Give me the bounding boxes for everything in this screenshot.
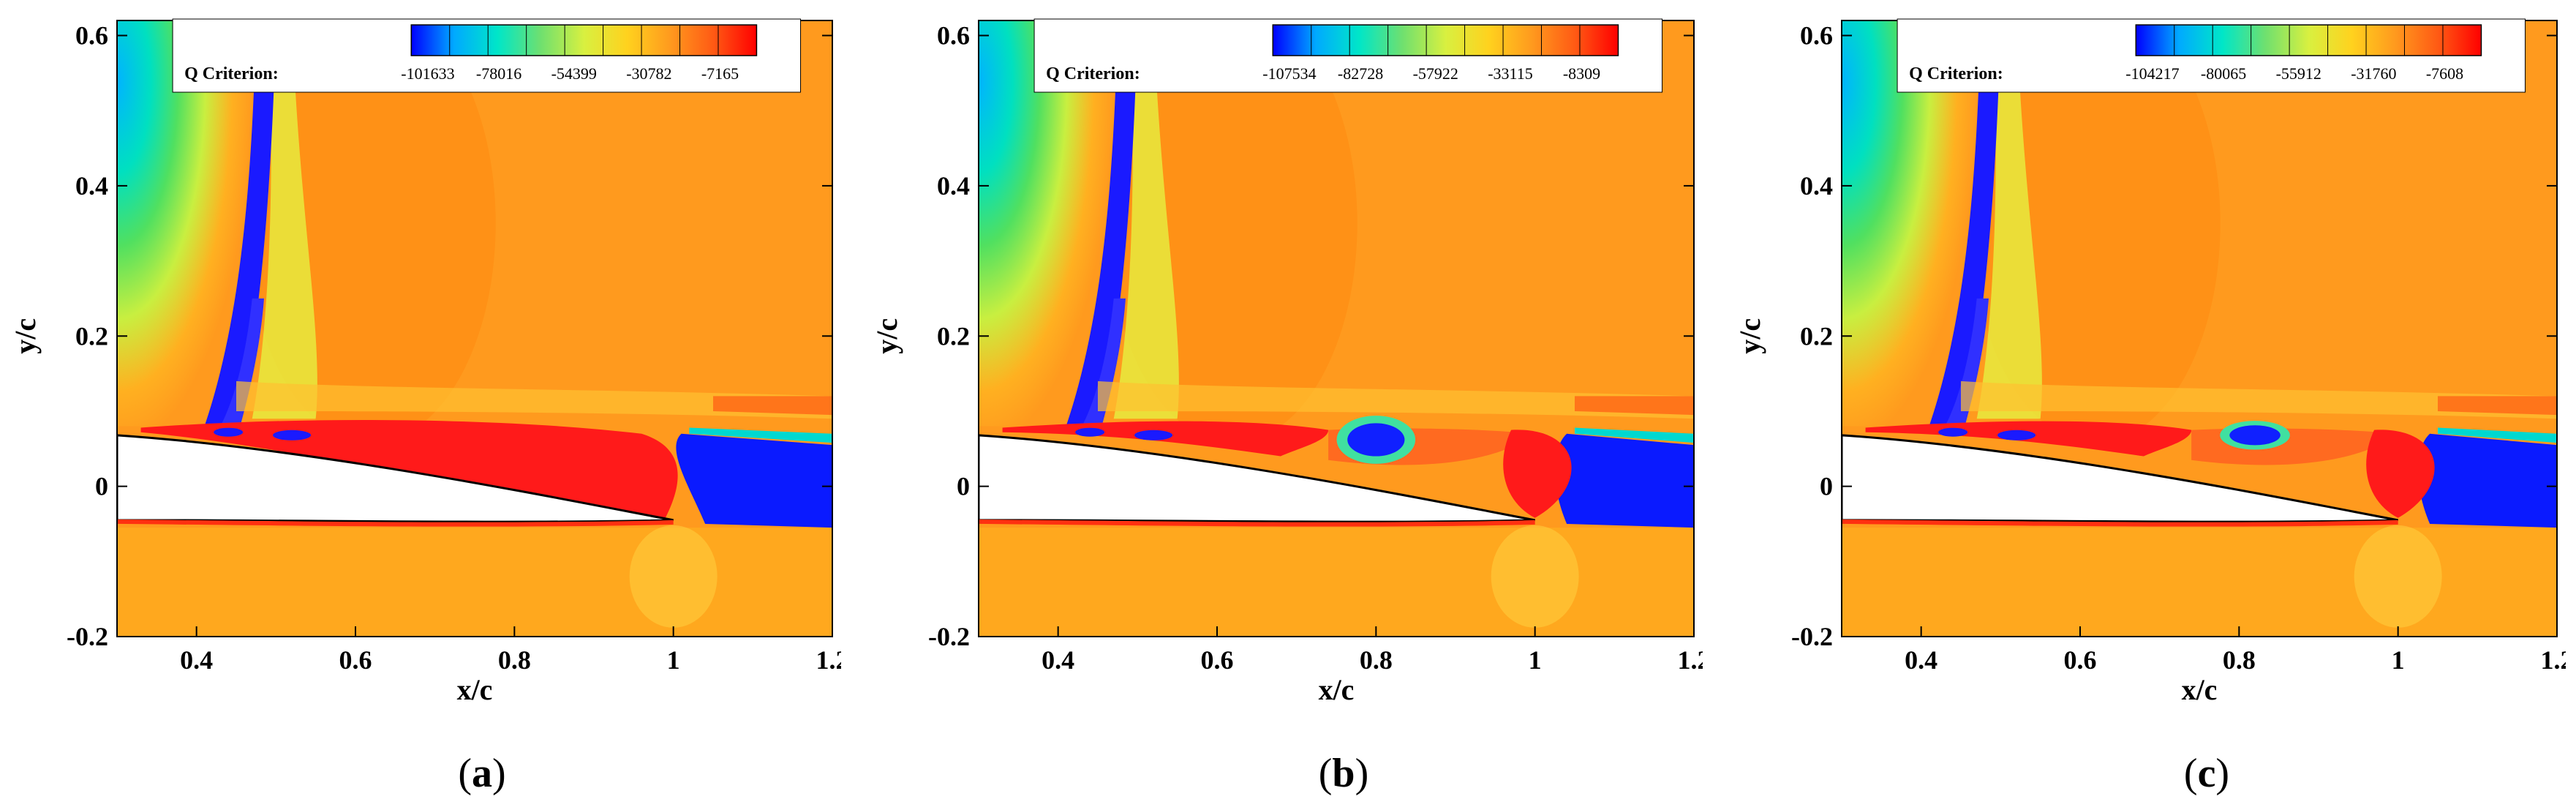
y-tick-label: 0.6 <box>937 21 970 50</box>
panel-caption: (a) <box>458 751 505 796</box>
contour-plot-b: 0.4 0.6 0.8 1 1.2 0.6 0.4 0.2 0 -0.2 x/c y/c Q Crite… <box>870 18 1703 796</box>
legend-title: Q Criterion: <box>1046 64 1140 83</box>
y-tick-label: 0.4 <box>75 171 108 200</box>
y-tick-label: -0.2 <box>67 622 108 651</box>
y-tick-label: -0.2 <box>928 622 970 651</box>
x-tick-label: 0.6 <box>2064 645 2097 675</box>
panel-c: 0.4 0.6 0.8 1 1.2 0.6 0.4 0.2 0 -0.2 x/c y/c Q Crite… <box>1725 0 2566 810</box>
y-tick-label: 0.4 <box>1800 171 1833 200</box>
x-axis-label: x/c <box>2182 673 2218 706</box>
y-tick-label: 0.4 <box>937 171 970 200</box>
legend-tick-label: -7165 <box>701 64 739 83</box>
x-tick-label: 1 <box>2392 645 2405 675</box>
y-tick-label: 0 <box>95 472 108 501</box>
y-axis-label: y/c <box>870 318 903 354</box>
legend-tick-label: -107534 <box>1262 64 1316 83</box>
legend-title: Q Criterion: <box>184 64 279 83</box>
legend-tick-label: -104217 <box>2125 64 2179 83</box>
y-tick-label: 0 <box>957 472 970 501</box>
legend-tick-label: -33115 <box>1488 64 1533 83</box>
airfoil-shape <box>117 434 674 523</box>
legend-tick-label: -30782 <box>626 64 671 83</box>
x-tick-label: 1.2 <box>816 645 842 675</box>
legend-tick-label: -8309 <box>1563 64 1600 83</box>
y-axis-label: y/c <box>1733 318 1766 354</box>
x-tick-label: 0.6 <box>339 645 372 675</box>
x-axis-label: x/c <box>1319 673 1355 706</box>
y-tick-label: 0.6 <box>75 21 108 50</box>
contour-plot-c: 0.4 0.6 0.8 1 1.2 0.6 0.4 0.2 0 -0.2 x/c y/c Q Crite… <box>1733 18 2566 796</box>
x-tick-label: 1.2 <box>2541 645 2566 675</box>
colorbar-legend: Q Criterion: -101633 -78016 -54399 -30782 -71… <box>172 18 802 93</box>
panel-b: 0.4 0.6 0.8 1 1.2 0.6 0.4 0.2 0 -0.2 x/c y/c Q Crite… <box>862 0 1703 810</box>
x-tick-label: 0.6 <box>1201 645 1234 675</box>
x-axis-label: x/c <box>457 673 493 706</box>
legend-tick-label: -54399 <box>551 64 597 83</box>
contour-plot-a: 0.4 0.6 0.8 1 1.2 0.6 0.4 0.2 0 -0.2 x/c y/c Q Crite… <box>9 18 842 796</box>
legend-tick-label: -78016 <box>476 64 521 83</box>
legend-tick-label: -31760 <box>2351 64 2396 83</box>
x-tick-label: 0.4 <box>1905 645 1937 675</box>
x-tick-label: 0.4 <box>1042 645 1074 675</box>
y-tick-label: 0.2 <box>75 321 108 350</box>
flow-field <box>979 20 1694 637</box>
panel-a: 0.4 0.6 0.8 1 1.2 0.6 0.4 0.2 0 -0.2 x/c y/c Q Crite… <box>0 0 841 810</box>
legend-tick-label: -80065 <box>2201 64 2246 83</box>
x-tick-label: 1 <box>667 645 680 675</box>
y-tick-label: 0.2 <box>937 321 970 350</box>
legend-tick-label: -7608 <box>2426 64 2463 83</box>
flow-field <box>117 20 832 637</box>
colorbar <box>2135 24 2482 56</box>
flow-field <box>1842 20 2557 637</box>
x-tick-label: 0.8 <box>498 645 531 675</box>
panel-caption: (b) <box>1319 751 1368 796</box>
y-axis-label: y/c <box>9 318 42 354</box>
legend-tick-label: -82728 <box>1338 64 1383 83</box>
x-tick-label: 0.8 <box>1360 645 1393 675</box>
x-tick-label: 0.4 <box>180 645 213 675</box>
x-tick-label: 0.8 <box>2223 645 2256 675</box>
y-tick-label: 0 <box>1820 472 1833 501</box>
colorbar <box>410 24 758 56</box>
x-tick-label: 1.2 <box>1678 645 1703 675</box>
colorbar-legend: Q Criterion: -107534 -82728 -57922 -33115 -83… <box>1033 18 1663 93</box>
airfoil-shape <box>1842 434 2398 523</box>
legend-tick-label: -101633 <box>401 64 454 83</box>
colorbar <box>1272 24 1619 56</box>
legend-title: Q Criterion: <box>1909 64 2003 83</box>
legend-tick-label: -57922 <box>1413 64 1458 83</box>
x-tick-label: 1 <box>1529 645 1542 675</box>
y-tick-label: -0.2 <box>1791 622 1833 651</box>
y-tick-label: 0.2 <box>1800 321 1833 350</box>
airfoil-shape <box>979 434 1535 523</box>
legend-tick-label: -55912 <box>2276 64 2321 83</box>
y-tick-label: 0.6 <box>1800 21 1833 50</box>
panel-caption: (c) <box>2184 751 2229 796</box>
colorbar-legend: Q Criterion: -104217 -80065 -55912 -31760 -76… <box>1897 18 2526 93</box>
